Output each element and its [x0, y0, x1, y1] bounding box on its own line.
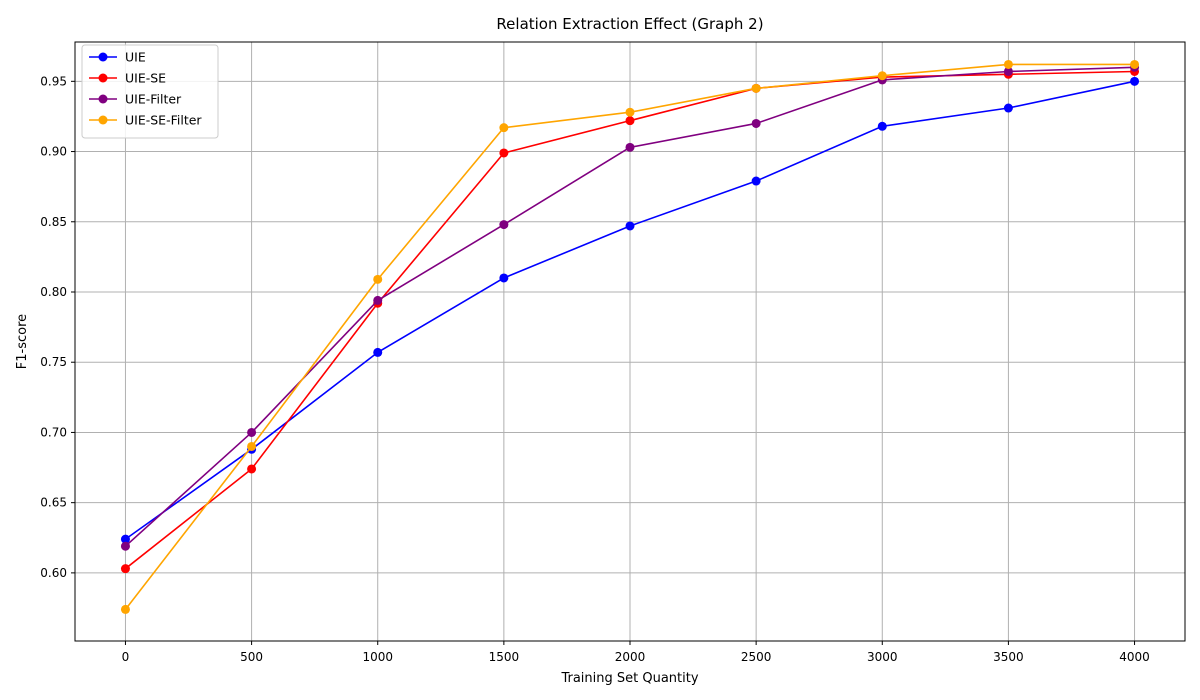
x-tick-label: 3000 — [867, 650, 898, 664]
data-point-uie-filter — [373, 295, 383, 305]
data-point-uie-se — [247, 464, 257, 474]
x-tick-label: 1500 — [489, 650, 520, 664]
data-point-uie-se-filter — [877, 71, 887, 81]
x-tick-label: 2000 — [615, 650, 646, 664]
axis-ticks: 0 500 1000 1500 2000 2500 3000 3500 4000 0.60 0.65… — [40, 74, 1150, 664]
x-tick-label: 500 — [240, 650, 263, 664]
data-point-uie-filter — [751, 118, 761, 128]
y-tick-label: 0.80 — [40, 285, 67, 299]
legend-swatch-marker-uie-filter — [98, 94, 108, 104]
series-uie-se-filter — [120, 59, 1140, 614]
data-point-uie — [373, 347, 383, 357]
data-point-uie-se-filter — [120, 604, 130, 614]
data-point-uie — [751, 176, 761, 186]
data-point-uie — [625, 221, 635, 231]
y-axis-label: F1-score — [15, 314, 30, 369]
data-point-uie-filter — [120, 541, 130, 551]
legend-label-uie: UIE — [125, 50, 146, 65]
y-tick-label: 0.70 — [40, 425, 67, 439]
data-point-uie-se-filter — [751, 83, 761, 93]
series-uie — [120, 76, 1140, 544]
grid — [75, 42, 1185, 641]
series-group — [120, 59, 1140, 614]
legend-box — [81, 44, 219, 139]
legend: UIE UIE-SE UIE-Filter UIE-SE-Filter — [81, 44, 219, 139]
y-tick-label: 0.60 — [40, 566, 67, 580]
x-tick-label: 2500 — [741, 650, 772, 664]
x-tick-label: 1000 — [362, 650, 393, 664]
data-point-uie-se-filter — [1130, 59, 1140, 69]
x-tick-label: 0 — [122, 650, 130, 664]
x-axis-label: Training Set Quantity — [560, 671, 698, 686]
data-point-uie-se — [499, 148, 509, 158]
x-tick-label: 4000 — [1119, 650, 1150, 664]
data-point-uie — [1130, 76, 1140, 86]
legend-swatch-marker-uie-se-filter — [98, 115, 108, 125]
data-point-uie-se-filter — [1003, 59, 1013, 69]
data-point-uie — [499, 273, 509, 283]
data-point-uie — [120, 534, 130, 544]
data-point-uie-se — [625, 116, 635, 126]
legend-label-uie-se: UIE-SE — [125, 71, 166, 86]
y-tick-label: 0.90 — [40, 145, 67, 159]
y-tick-label: 0.95 — [40, 74, 67, 88]
data-point-uie-filter — [247, 427, 257, 437]
legend-label-uie-se-filter: UIE-SE-Filter — [125, 113, 202, 128]
legend-swatch-marker-uie — [98, 52, 108, 62]
data-point-uie-se — [120, 564, 130, 574]
legend-swatch-marker-uie-se — [98, 73, 108, 83]
data-point-uie-se-filter — [625, 107, 635, 117]
y-tick-label: 0.85 — [40, 215, 67, 229]
data-point-uie — [1003, 103, 1013, 113]
data-point-uie-se-filter — [499, 123, 509, 133]
data-point-uie-se-filter — [247, 441, 257, 451]
data-point-uie — [877, 121, 887, 131]
data-point-uie-filter — [1003, 66, 1013, 76]
data-point-uie-filter — [625, 142, 635, 152]
y-tick-label: 0.65 — [40, 496, 67, 510]
data-point-uie-se-filter — [373, 274, 383, 284]
y-tick-label: 0.75 — [40, 355, 67, 369]
x-tick-label: 3500 — [993, 650, 1024, 664]
data-point-uie-filter — [499, 220, 509, 230]
chart-title: Relation Extraction Effect (Graph 2) — [496, 15, 763, 33]
legend-label-uie-filter: UIE-Filter — [125, 92, 182, 107]
